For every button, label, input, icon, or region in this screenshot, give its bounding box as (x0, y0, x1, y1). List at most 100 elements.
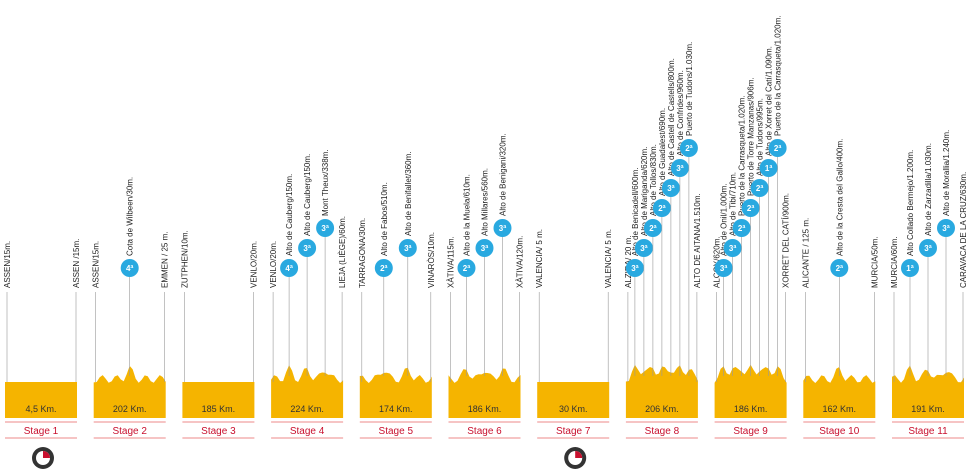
climb-label: Alto de Morallia/1.240m. (942, 130, 951, 216)
category-label: 3ª (631, 264, 638, 273)
place-label: EMMEN / 25 m. (161, 232, 170, 288)
place-label: VALENCIA/ 5 m. (604, 229, 613, 288)
place-label: MURCIA/60m. (890, 236, 899, 288)
category-label: 1ª (765, 164, 772, 173)
place-label: TARRAGONA/30m. (358, 218, 367, 288)
category-badge (750, 179, 769, 197)
stage-distance: 162 Km. (823, 404, 857, 414)
category-label: 3ª (499, 224, 506, 233)
category-label: 4ª (285, 264, 292, 273)
category-badge (634, 239, 653, 257)
category-label: 3ª (321, 224, 328, 233)
category-badge (298, 239, 317, 257)
climb-label: Alto de Cauberg/150m. (303, 154, 312, 236)
profile (537, 382, 610, 418)
profile (892, 365, 964, 418)
climb-label: Alto de la Cresta del Gallo/400m. (835, 139, 844, 256)
category-label: 2ª (756, 184, 763, 193)
profile (359, 367, 432, 418)
place-label: ASSEN/15m. (3, 241, 12, 288)
climb-label: Alto Collado Bermejo/1.200m. (906, 150, 915, 256)
stage-distance: 224 Km. (290, 404, 324, 414)
climb-label: Alto de Castell de Castells/800m. (667, 58, 676, 176)
place-label: ASSEN /15m. (72, 239, 81, 288)
stage-distance: 4,5 Km. (25, 404, 56, 414)
stage-label: Stage 2 (112, 426, 147, 437)
stage-distance: 30 Km. (559, 404, 588, 414)
stage-label: Stage 7 (556, 426, 591, 437)
place-label: XÀTIVA/115m. (447, 236, 456, 288)
category-label: 2ª (658, 204, 665, 213)
category-badge (398, 239, 417, 257)
climb-label: Alto de Tollos/830m. (649, 144, 658, 216)
category-badge (830, 259, 849, 277)
category-badge (493, 219, 512, 237)
climb-label: Alto de Benigani/320m. (499, 133, 508, 216)
place-label: MURCIA/50m. (870, 236, 879, 288)
profile (182, 382, 255, 418)
category-label: 3ª (729, 244, 736, 253)
category-badge (919, 239, 937, 257)
place-label: ALICANTE / 125 m. (801, 218, 810, 288)
climb-label: Alto de Guadalest/690m. (658, 108, 667, 196)
category-badge (374, 259, 393, 277)
stage-distance: 186 Km. (734, 404, 768, 414)
climb-label: Alto de Confrides/960m. (676, 70, 685, 156)
place-label: VENLO/20m. (249, 241, 258, 288)
place-label: LIEJA (LIÈGE)/60m. (338, 216, 347, 288)
category-label: 3ª (667, 184, 674, 193)
stage-label: Stage 10 (819, 426, 859, 437)
category-label: 2ª (463, 264, 470, 273)
stage-label: Stage 3 (201, 426, 236, 437)
climb-label: Alto de Benifallet/360m. (404, 152, 413, 237)
profile (448, 368, 521, 418)
category-label: 3ª (303, 244, 310, 253)
profile (93, 365, 166, 418)
climb-label: Alto de Benicadell/600m. (631, 168, 640, 257)
stage-distance: 185 Km. (202, 404, 236, 414)
category-label: 2ª (738, 224, 745, 233)
category-badge (316, 219, 335, 237)
category-label: 3ª (481, 244, 488, 253)
category-badge (901, 259, 919, 277)
climb-label: Alto de Tudons/995m. (756, 98, 765, 176)
profile (803, 367, 876, 418)
stage-distance: 186 Km. (468, 404, 502, 414)
category-label: 3ª (720, 264, 727, 273)
category-label: 3ª (404, 244, 411, 253)
stage-distance: 191 Km. (911, 404, 945, 414)
climb-label: Alto Millares/560m. (481, 168, 490, 236)
category-badge (120, 259, 139, 277)
climb-label: Alto de Mariganda/620m. (640, 147, 649, 236)
climb-label: Alto de Cauberg/150m. (285, 174, 294, 256)
category-label: 2ª (685, 144, 692, 153)
stage-label: Stage 11 (908, 426, 948, 437)
category-label: 2ª (649, 224, 656, 233)
category-badge (475, 239, 494, 257)
stage-label: Stage 4 (290, 426, 325, 437)
category-label: 3ª (676, 164, 683, 173)
stage-label: Stage 9 (733, 426, 768, 437)
place-label: VENLO/20m. (269, 241, 278, 288)
profile (5, 382, 77, 418)
climb-label: Alto de Fabos/510m. (380, 182, 389, 256)
category-badge (741, 199, 760, 217)
place-label: XÀTIVA/120m. (516, 236, 525, 288)
stage-distance: 206 Km. (645, 404, 679, 414)
stage-distance: 202 Km. (113, 404, 147, 414)
stopwatch-hand (575, 451, 583, 458)
profile (625, 364, 698, 418)
place-label: ALZIRA/ 20 m. (624, 236, 633, 288)
category-badge (661, 179, 680, 197)
stage-label: Stage 5 (379, 426, 414, 437)
category-badge (679, 139, 698, 157)
place-label: ALTO DE AITANA/1.510m. (693, 193, 702, 288)
category-badge (670, 159, 689, 177)
climb-label: Mont Theux/338m. (321, 149, 330, 216)
category-label: 3ª (924, 244, 931, 253)
stage-label: Stage 6 (467, 426, 502, 437)
category-badge (732, 219, 751, 237)
climb-label: Puerto de Tudons/1.030m. (685, 42, 694, 136)
category-badge (714, 259, 733, 277)
category-badge (768, 139, 787, 157)
